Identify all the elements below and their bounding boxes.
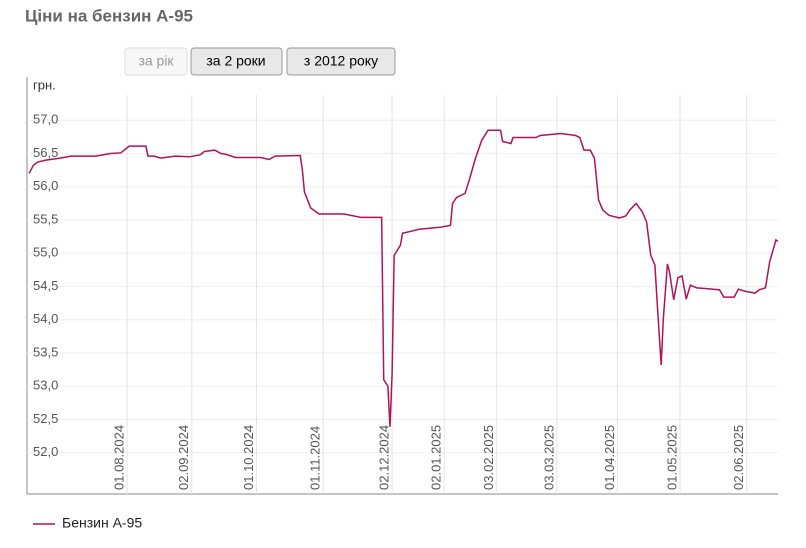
x-tick-label: 02.06.2025: [731, 425, 746, 490]
y-tick-label: 52,5: [33, 411, 58, 426]
y-tick-label: 54,5: [33, 278, 58, 293]
button[interactable]: [190, 47, 283, 76]
chart-title: Ціни на бензин А-95: [25, 6, 193, 25]
x-tick-label: 01.04.2025: [602, 425, 617, 490]
x-tick-label: 03.03.2025: [541, 425, 556, 490]
line: [28, 129, 779, 427]
legend-label: Бензин А-95: [62, 515, 142, 531]
x-tick-label: 01.11.2024: [308, 426, 323, 490]
y-tick-label: 53,0: [33, 378, 58, 393]
button-label[interactable]: з 2012 року: [304, 53, 378, 69]
button[interactable]: [286, 47, 396, 76]
x-tick-label: 03.02.2025: [481, 425, 496, 490]
y-tick-label: 55,5: [33, 211, 58, 226]
x-tick-label: 01.10.2024: [241, 425, 256, 490]
y-axis-label: грн.: [33, 77, 56, 92]
x-tick-label: 01.05.2025: [664, 425, 679, 490]
y-tick-label: 57,0: [33, 112, 58, 127]
x-tick-label: 02.09.2024: [176, 425, 191, 490]
y-tick-label: 54,0: [33, 311, 58, 326]
button[interactable]: [124, 47, 188, 76]
button-label[interactable]: за 2 роки: [206, 53, 265, 69]
y-tick-label: 52,0: [33, 444, 58, 459]
button-label[interactable]: за рік: [138, 53, 174, 69]
y-tick-label: 56,5: [33, 145, 58, 160]
y-tick-label: 56,0: [33, 178, 58, 193]
range-buttons: за рік за 2 роки з 2012 року: [124, 47, 396, 76]
y-tick-label: 55,0: [33, 245, 58, 260]
x-tick-label: 02.01.2025: [429, 425, 444, 490]
x-tick-label: 01.08.2024: [112, 425, 127, 490]
y-tick-label: 53,5: [33, 344, 58, 359]
x-tick-label: 02.12.2024: [377, 425, 392, 490]
